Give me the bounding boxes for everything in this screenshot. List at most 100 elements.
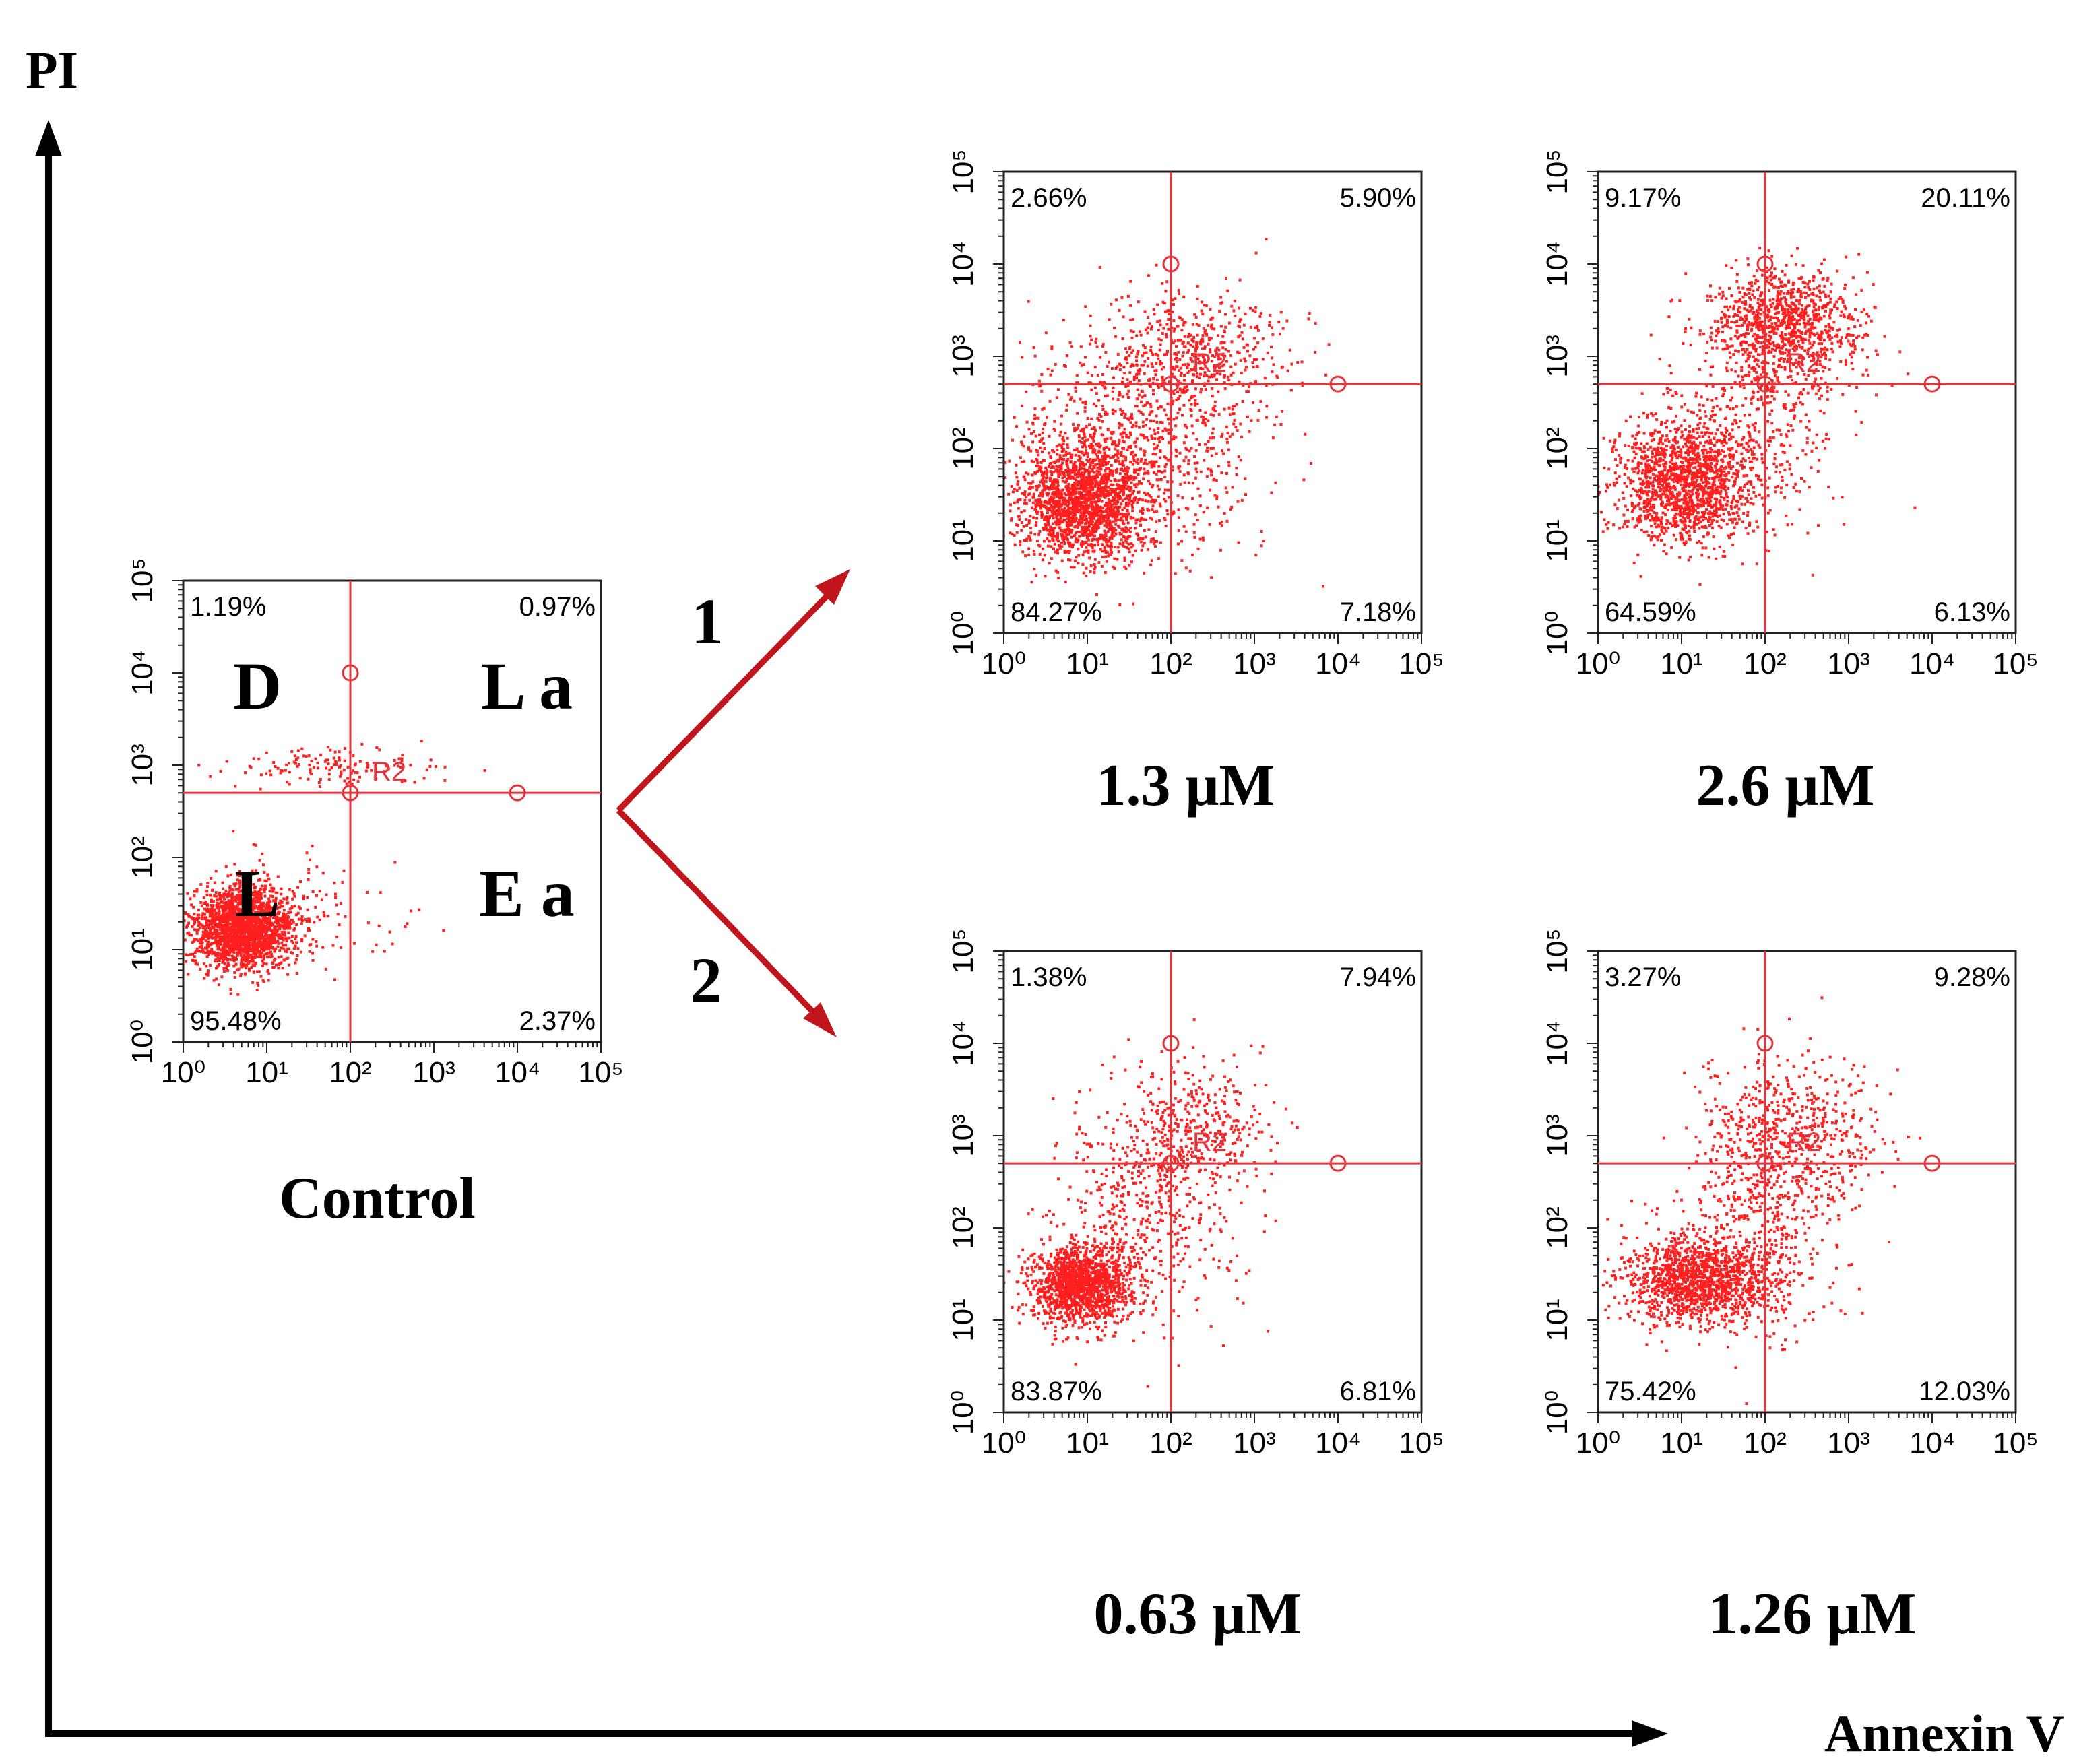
scatter-point <box>310 773 313 776</box>
scatter-point <box>1066 504 1070 507</box>
scatter-point <box>1032 550 1035 553</box>
scatter-point <box>306 896 309 899</box>
scatter-point <box>1114 532 1118 535</box>
scatter-point <box>1146 492 1149 496</box>
scatter-point <box>1121 528 1124 531</box>
scatter-point <box>1073 559 1077 562</box>
scatter-point <box>1058 457 1062 460</box>
scatter-point <box>339 775 342 778</box>
scatter-point <box>232 955 235 958</box>
scatter-point <box>206 919 210 923</box>
scatter-point <box>226 950 228 953</box>
scatter-point <box>1061 480 1064 483</box>
scatter-point <box>1125 546 1128 549</box>
scatter-point <box>1159 541 1162 544</box>
scatter-point <box>249 914 253 917</box>
scatter-point <box>1164 525 1168 527</box>
scatter-point <box>1126 537 1129 540</box>
scatter-point <box>249 909 253 913</box>
gate-handle[interactable] <box>509 784 526 802</box>
scatter-point <box>1116 515 1119 518</box>
scatter-point <box>1116 467 1119 471</box>
scatter-point <box>263 927 267 930</box>
scatter-point <box>1074 540 1077 544</box>
scatter-point <box>1182 473 1186 477</box>
scatter-point <box>318 918 321 921</box>
scatter-point <box>236 919 239 922</box>
scatter-point <box>1099 381 1102 383</box>
scatter-point <box>251 947 255 950</box>
scatter-point <box>1157 431 1160 434</box>
scatter-point <box>443 765 447 769</box>
scatter-point <box>1103 456 1106 459</box>
scatter-point <box>241 927 245 931</box>
scatter-point <box>250 966 253 969</box>
scatter-point <box>344 915 347 918</box>
scatter-point <box>1110 551 1113 554</box>
scatter-point <box>1057 459 1060 463</box>
scatter-point <box>1060 545 1064 548</box>
scatter-point <box>1095 482 1098 485</box>
scatter-point <box>1097 494 1101 498</box>
scatter-point <box>290 951 293 954</box>
scatter-point <box>266 946 269 949</box>
scatter-point <box>1009 503 1012 507</box>
scatter-point <box>218 983 220 987</box>
scatter-point <box>263 915 267 919</box>
scatter-point <box>982 483 985 486</box>
scatter-point <box>335 936 339 939</box>
scatter-point <box>195 938 198 941</box>
gate-handle[interactable] <box>342 784 359 802</box>
scatter-point <box>1063 475 1066 478</box>
gate-handle[interactable] <box>342 664 359 682</box>
scatter-point <box>258 917 261 921</box>
scatter-point <box>254 945 257 948</box>
scatter-point <box>1107 478 1110 481</box>
scatter-point <box>1098 413 1101 416</box>
scatter-point <box>162 947 164 950</box>
scatter-point <box>223 897 226 901</box>
scatter-point <box>245 900 249 903</box>
scatter-point <box>224 892 227 896</box>
scatter-point <box>1085 452 1089 455</box>
scatter-point <box>1192 531 1196 534</box>
scatter-point <box>1058 454 1062 457</box>
scatter-point <box>248 948 251 952</box>
scatter-point <box>1052 528 1055 531</box>
scatter-point <box>214 958 217 962</box>
scatter-point <box>1108 467 1110 470</box>
scatter-point <box>197 950 201 953</box>
scatter-point <box>193 918 197 921</box>
scatter-point <box>1048 539 1050 542</box>
scatter-point <box>1138 467 1141 471</box>
scatter-point <box>1068 544 1072 548</box>
scatter-point <box>1155 446 1158 449</box>
scatter-point <box>1083 490 1087 493</box>
scatter-point <box>258 953 261 956</box>
scatter-point <box>371 950 375 953</box>
scatter-point <box>1037 484 1041 488</box>
scatter-point <box>1093 571 1096 574</box>
scatter-point <box>1103 504 1106 507</box>
scatter-point <box>238 903 242 905</box>
scatter-point <box>274 925 277 929</box>
scatter-point <box>1082 509 1085 512</box>
scatter-point <box>239 917 243 920</box>
scatter-point <box>222 913 226 916</box>
scatter-point <box>1101 464 1105 467</box>
scatter-point <box>217 936 220 939</box>
scatter-point <box>1124 513 1128 516</box>
scatter-point <box>276 945 280 948</box>
scatter-point <box>290 922 293 925</box>
scatter-point <box>1085 521 1089 524</box>
scatter-point <box>1021 356 1024 359</box>
scatter-point <box>1151 559 1153 562</box>
scatter-point <box>1091 475 1095 478</box>
scatter-point <box>243 894 246 896</box>
scatter-point <box>1110 505 1113 509</box>
scatter-point <box>305 920 309 923</box>
scatter-point <box>1064 453 1068 457</box>
scatter-point <box>443 779 447 782</box>
scatter-point <box>246 958 249 962</box>
scatter-point <box>1177 508 1180 511</box>
